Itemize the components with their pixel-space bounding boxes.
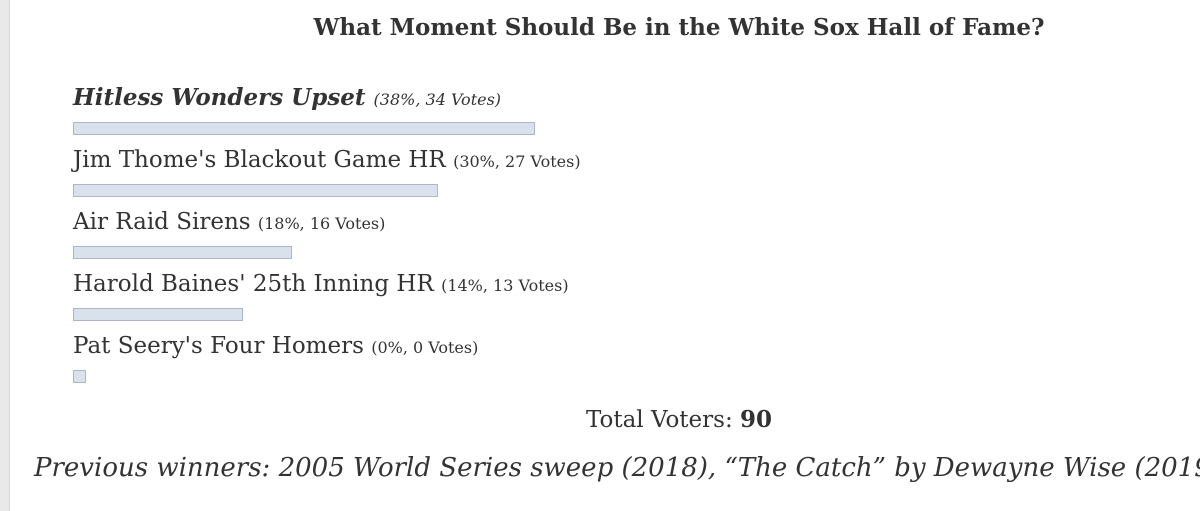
poll-title: What Moment Should Be in the White Sox H… bbox=[313, 14, 1045, 41]
answer-stat: (0%, 0 Votes) bbox=[371, 338, 479, 357]
answer-label: Air Raid Sirens (18%, 16 Votes) bbox=[73, 206, 385, 240]
answer-name: Pat Seery's Four Homers bbox=[73, 333, 364, 359]
poll-answer: Jim Thome's Blackout Game HR (30%, 27 Vo… bbox=[73, 144, 1153, 206]
answer-stat: (14%, 13 Votes) bbox=[441, 276, 569, 295]
answer-label: Harold Baines' 25th Inning HR (14%, 13 V… bbox=[73, 268, 569, 302]
answer-stat: (38%, 34 Votes) bbox=[373, 90, 502, 109]
answer-name: Air Raid Sirens bbox=[73, 209, 251, 235]
answer-name: Hitless Wonders Upset bbox=[73, 84, 366, 111]
answer-label: Hitless Wonders Upset (38%, 34 Votes) bbox=[73, 82, 501, 116]
answer-bar bbox=[73, 308, 243, 321]
page-left-edge bbox=[0, 0, 10, 511]
total-voters-count: 90 bbox=[740, 406, 773, 433]
previous-winners-note: Previous winners: 2005 World Series swee… bbox=[34, 453, 1200, 483]
poll-answers: Hitless Wonders Upset (38%, 34 Votes) Jim… bbox=[73, 82, 1153, 392]
answer-bar bbox=[73, 184, 438, 197]
answer-stat: (18%, 16 Votes) bbox=[257, 214, 386, 233]
poll-answer: Harold Baines' 25th Inning HR (14%, 13 V… bbox=[73, 268, 1153, 330]
total-voters: Total Voters: 90 bbox=[0, 406, 1200, 433]
answer-bar bbox=[73, 246, 292, 259]
answer-bar bbox=[73, 122, 535, 135]
answer-name: Jim Thome's Blackout Game HR bbox=[73, 147, 446, 173]
answer-stat: (30%, 27 Votes) bbox=[453, 152, 581, 171]
total-voters-label: Total Voters: bbox=[585, 407, 733, 433]
poll-answer: Pat Seery's Four Homers (0%, 0 Votes) bbox=[73, 330, 1153, 392]
answer-label: Pat Seery's Four Homers (0%, 0 Votes) bbox=[73, 330, 478, 364]
answer-label: Jim Thome's Blackout Game HR (30%, 27 Vo… bbox=[73, 144, 581, 178]
poll-answer: Hitless Wonders Upset (38%, 34 Votes) bbox=[73, 82, 1153, 144]
answer-bar bbox=[73, 370, 86, 383]
answer-name: Harold Baines' 25th Inning HR bbox=[73, 271, 434, 297]
poll-answer: Air Raid Sirens (18%, 16 Votes) bbox=[73, 206, 1153, 268]
